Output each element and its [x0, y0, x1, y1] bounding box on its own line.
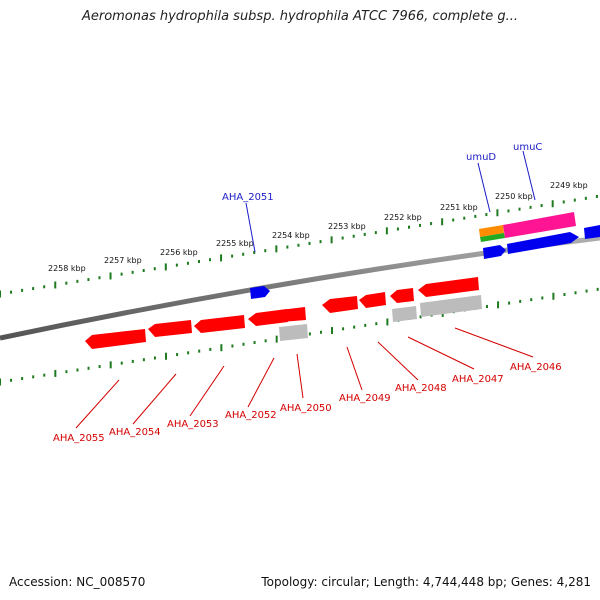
label-aha-2051[interactable]: AHA_2051: [222, 192, 274, 203]
scale-tick-labels: 2258 kbp 2257 kbp 2256 kbp 2255 kbp 2254…: [48, 181, 588, 273]
gene-aha-2048[interactable]: [359, 292, 386, 308]
accession-text: Accession: NC_008570: [9, 575, 146, 589]
tick-label-2250: 2250 kbp: [495, 192, 533, 201]
gene-blue-edge[interactable]: [584, 225, 600, 239]
gene-gray-3[interactable]: [420, 295, 482, 317]
gene-aha-2054[interactable]: [148, 320, 192, 337]
tick-label-2258: 2258 kbp: [48, 264, 86, 273]
topology-text: Topology: circular; Length: 4,744,448 bp…: [261, 575, 591, 589]
gene-orange[interactable]: [479, 225, 504, 237]
label-umuc[interactable]: umuC: [513, 142, 542, 153]
label-aha-2047[interactable]: AHA_2047: [452, 374, 504, 385]
upper-gene-labels: AHA_2051 umuD umuC: [222, 142, 542, 253]
label-aha-2049[interactable]: AHA_2049: [339, 393, 391, 404]
tick-label-2252: 2252 kbp: [384, 213, 422, 222]
gene-gray-1[interactable]: [279, 324, 308, 341]
gene-aha-2049[interactable]: [322, 296, 358, 313]
label-aha-2052[interactable]: AHA_2052: [225, 410, 277, 421]
label-aha-2055[interactable]: AHA_2055: [53, 433, 105, 444]
label-aha-2053[interactable]: AHA_2053: [167, 419, 219, 430]
tick-label-2251: 2251 kbp: [440, 203, 478, 212]
label-aha-2054[interactable]: AHA_2054: [109, 427, 161, 438]
gene-umuc[interactable]: [507, 232, 579, 254]
gene-aha-2052[interactable]: [248, 309, 288, 326]
gene-pink[interactable]: [503, 212, 576, 238]
gene-aha-2053[interactable]: [194, 315, 245, 333]
plus-strand-genes: [250, 212, 600, 299]
gene-umud[interactable]: [483, 245, 506, 259]
gene-green[interactable]: [480, 233, 505, 242]
label-aha-2046[interactable]: AHA_2046: [510, 362, 562, 373]
label-umud[interactable]: umuD: [466, 152, 496, 163]
lower-gene-labels: AHA_2055 AHA_2054 AHA_2053 AHA_2052 AHA_…: [53, 327, 562, 444]
tick-label-2256: 2256 kbp: [160, 248, 198, 257]
label-aha-2050[interactable]: AHA_2050: [280, 403, 332, 414]
tick-label-2257: 2257 kbp: [104, 256, 142, 265]
tick-label-2249: 2249 kbp: [550, 181, 588, 190]
gene-gray-2[interactable]: [392, 306, 417, 322]
tick-label-2255: 2255 kbp: [216, 239, 254, 248]
gene-aha-2055[interactable]: [85, 329, 146, 349]
tick-label-2254: 2254 kbp: [272, 231, 310, 240]
tick-label-2253: 2253 kbp: [328, 222, 366, 231]
minus-strand-genes: [85, 277, 482, 349]
map-title: Aeromonas hydrophila subsp. hydrophila A…: [81, 9, 519, 24]
label-aha-2048[interactable]: AHA_2048: [395, 383, 447, 394]
gene-aha-2050[interactable]: [280, 307, 306, 322]
gene-aha-2051[interactable]: [250, 286, 270, 299]
gene-aha-2046[interactable]: [418, 277, 479, 297]
gene-aha-2047[interactable]: [390, 288, 414, 303]
upper-scale-line: [0, 195, 598, 298]
